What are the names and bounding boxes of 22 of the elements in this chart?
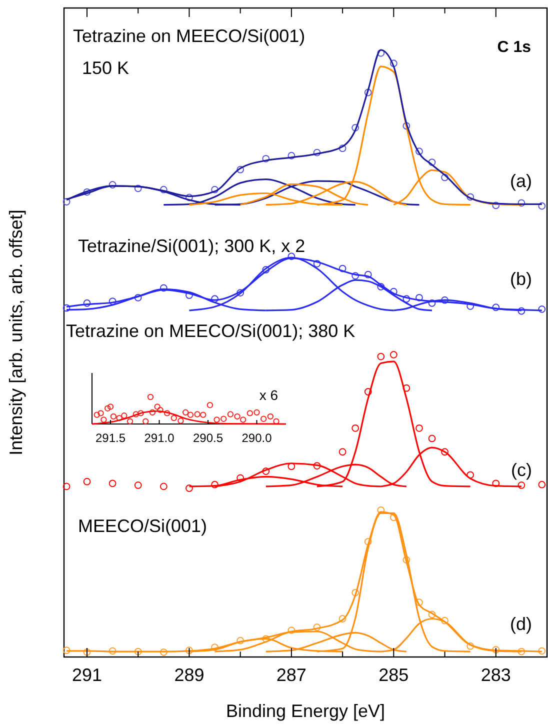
- annotation: 150 K: [82, 58, 130, 78]
- annotation: x 6: [259, 387, 278, 403]
- x-tick-label: 291.5: [96, 431, 126, 445]
- annotation: (b): [510, 269, 532, 289]
- x-tick-label: 289: [174, 665, 204, 685]
- chart-title: C 1s: [497, 39, 532, 56]
- text: Tetrazine on MEECO/Si(001): [73, 26, 306, 46]
- annotation: MEECO/Si(001): [78, 516, 208, 536]
- x-tick-label: 290.5: [192, 431, 224, 445]
- y-axis-title: Intensity [arb. units, arb. offset]: [6, 210, 26, 456]
- x-tick-label: 283: [480, 665, 511, 685]
- x-tick-label: 291: [72, 665, 102, 685]
- x-tick-label: 291.0: [144, 431, 175, 445]
- x-tick-label: 285: [378, 665, 409, 685]
- x-tick-label: 290.0: [242, 431, 272, 445]
- annotation: Tetrazine/Si(001); 300 K, x 2: [78, 236, 306, 256]
- annotation: Tetrazine on MEECO/Si(001); 380 K: [66, 321, 356, 341]
- annotation: (c): [511, 460, 532, 480]
- annotation: (a): [510, 171, 532, 191]
- x-tick-label: 287: [276, 665, 306, 685]
- annotation: (d): [510, 614, 532, 634]
- x-axis-title: Binding Energy [eV]: [226, 701, 386, 721]
